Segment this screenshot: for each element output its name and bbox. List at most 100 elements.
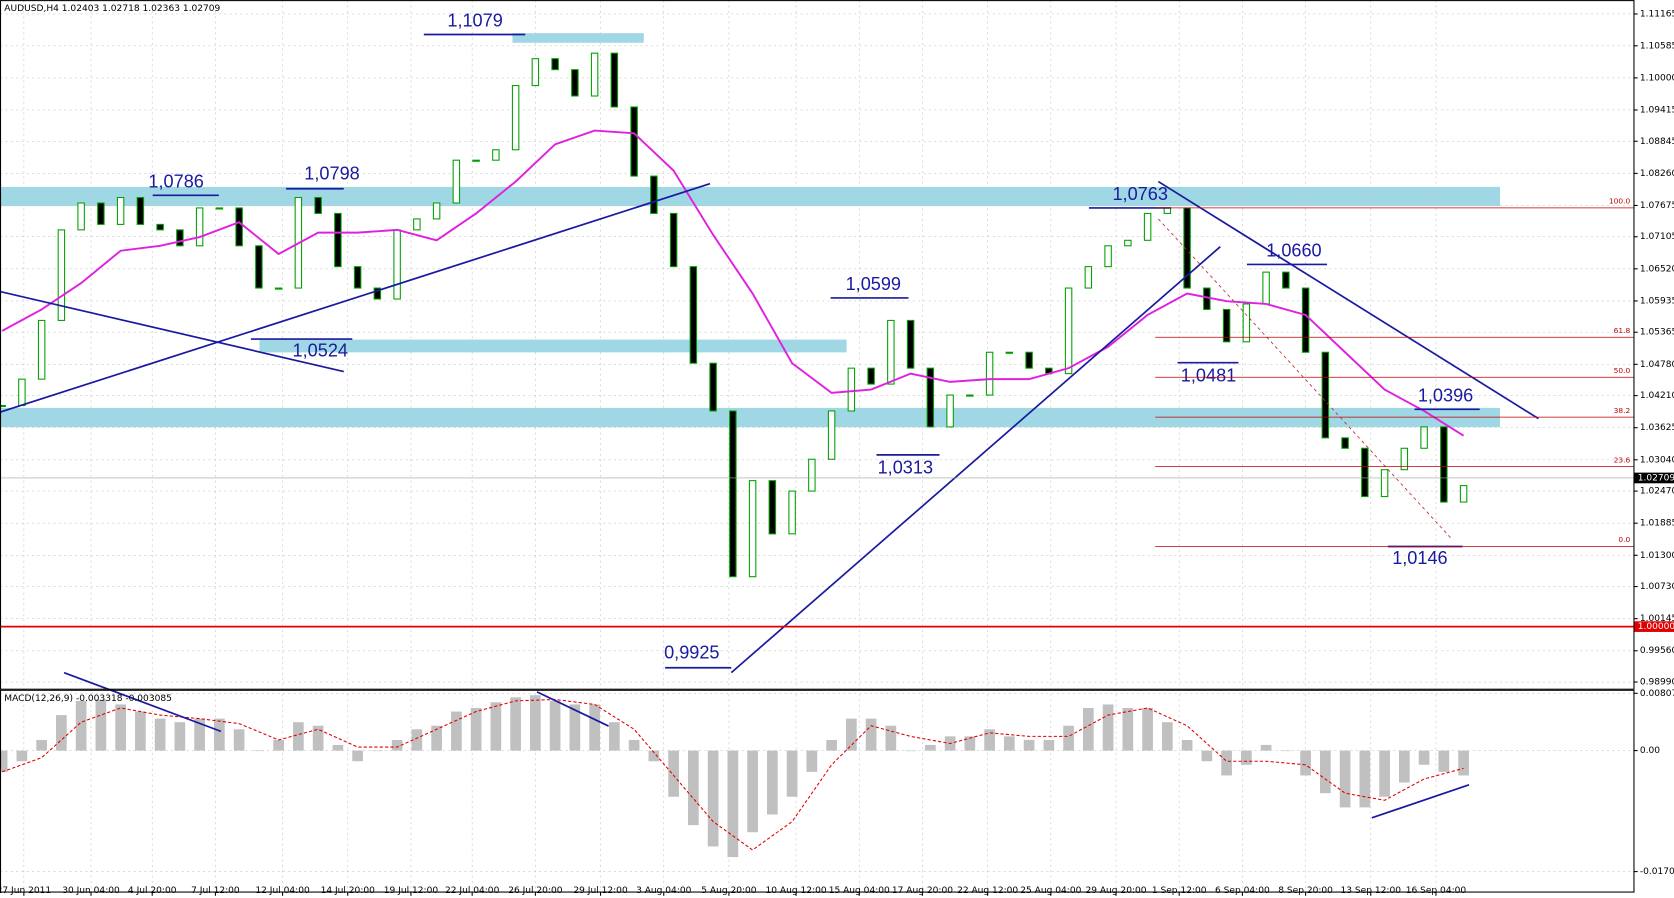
candle xyxy=(37,319,46,380)
fib-label: 100.0 xyxy=(1609,197,1631,206)
histogram-bar xyxy=(767,750,778,815)
x-tick-label: 4 Jul 20:00 xyxy=(128,886,177,896)
histogram-bar xyxy=(431,725,442,751)
histogram-bar xyxy=(846,718,857,751)
x-tick-label: 3 Aug 04:00 xyxy=(636,886,692,896)
x-tick-label: 12 Jul 04:00 xyxy=(255,886,310,896)
x-tick-label: 5 Aug 20:00 xyxy=(701,886,757,896)
candle xyxy=(255,245,263,289)
histogram-bar xyxy=(510,697,521,751)
histogram-bar xyxy=(174,722,186,751)
x-tick-label: 15 Aug 04:00 xyxy=(829,886,890,896)
histogram-bar xyxy=(1458,750,1469,776)
y-tick-label: 1.09415 xyxy=(1640,105,1674,115)
candle xyxy=(116,196,125,225)
histogram-bar xyxy=(75,700,87,751)
histogram-bar xyxy=(1339,750,1351,808)
y-tick-label: 1.05935 xyxy=(1640,296,1674,306)
y-tick-label: 1.01885 xyxy=(1640,519,1674,529)
candle xyxy=(1380,469,1389,498)
candle xyxy=(452,159,461,204)
histogram-bar xyxy=(1359,750,1371,808)
zone xyxy=(0,407,1500,428)
candle xyxy=(1005,351,1014,354)
y-tick-label: 1.00145 xyxy=(1640,614,1674,624)
histogram-bar xyxy=(391,739,403,751)
y-tick-label: 1.04210 xyxy=(1640,391,1674,401)
y-tick-label: 1.05365 xyxy=(1640,328,1674,338)
histogram-bar xyxy=(628,739,640,751)
candle xyxy=(1361,447,1369,498)
price-frame xyxy=(0,0,1635,690)
histogram-bar xyxy=(1418,750,1430,765)
y-tick-label: 1.11165 xyxy=(1640,9,1674,19)
candle xyxy=(57,229,66,321)
zones xyxy=(0,33,1500,428)
candle xyxy=(1025,351,1033,369)
histogram-bar xyxy=(727,750,739,858)
y-tick-label: 1.01300 xyxy=(1640,551,1674,561)
histogram-bar xyxy=(1241,750,1252,765)
histogram-bar xyxy=(233,729,245,751)
x-tick-label: 16 Sep 04:00 xyxy=(1406,886,1467,896)
histogram-bar xyxy=(273,739,284,751)
candle xyxy=(689,266,698,364)
histogram-bar xyxy=(1260,744,1272,751)
candle xyxy=(867,367,875,385)
candle xyxy=(709,362,717,412)
candle xyxy=(1124,239,1132,247)
histogram-bar xyxy=(530,695,541,751)
histogram-bar xyxy=(1181,739,1193,751)
x-tick-label: 1 Sep 12:00 xyxy=(1152,886,1207,896)
x-tick-label: 26 Jul 20:00 xyxy=(508,886,563,896)
histogram-bar xyxy=(806,750,818,772)
trend-line xyxy=(0,290,344,373)
histogram-bar xyxy=(1043,739,1055,751)
level-label: 1,0763 xyxy=(1112,184,1167,204)
candle xyxy=(946,394,954,428)
candle xyxy=(531,58,540,87)
x-tick-label: 17 Aug 20:00 xyxy=(892,886,953,896)
histogram-bar xyxy=(984,729,995,751)
candle xyxy=(511,85,520,151)
level-label: 1,0481 xyxy=(1181,365,1236,385)
candle xyxy=(353,266,362,289)
y-tick-label: 0.00 xyxy=(1640,746,1660,756)
histogram-bar xyxy=(648,750,660,762)
chart-title: AUDUSD,H4 1.02403 1.02718 1.02363 1.0270… xyxy=(4,4,220,14)
histogram-bar xyxy=(36,739,47,751)
candle xyxy=(492,149,500,161)
candle xyxy=(0,404,6,408)
fib-label: 0.0 xyxy=(1618,535,1630,544)
macd-trend-line xyxy=(536,691,609,727)
x-tick-label: 10 Aug 12:00 xyxy=(766,886,827,896)
histogram-bar xyxy=(964,736,976,751)
zone xyxy=(259,339,847,353)
candle xyxy=(1459,485,1468,503)
candle xyxy=(1420,426,1428,449)
level-label: 0,9925 xyxy=(664,643,719,663)
fib-label: 61.8 xyxy=(1614,326,1631,335)
y-tick-label: 1.03625 xyxy=(1640,423,1674,433)
level-label: 1,0396 xyxy=(1418,385,1473,405)
price-tag xyxy=(1634,472,1674,484)
histogram-bar xyxy=(253,750,265,752)
macd-frame xyxy=(0,689,1635,893)
trend-line xyxy=(1157,180,1539,420)
zone xyxy=(512,33,644,43)
y-tick-label: 1.08845 xyxy=(1640,137,1674,147)
line xyxy=(1,129,1465,437)
x-tick-label: 13 Sep 12:00 xyxy=(1341,886,1402,896)
candle xyxy=(630,106,638,177)
histogram-bar xyxy=(1142,707,1153,751)
histogram-bar xyxy=(1004,736,1015,751)
candle xyxy=(1242,303,1251,343)
y-tick-label: 1.10000 xyxy=(1640,73,1674,83)
histogram-bar xyxy=(293,722,304,751)
histogram-bar xyxy=(490,702,502,751)
y-tick-label: 1.06520 xyxy=(1640,264,1674,274)
candle xyxy=(235,207,243,247)
x-tick-label: 22 Jul 04:00 xyxy=(445,886,500,896)
candle xyxy=(1440,426,1448,503)
